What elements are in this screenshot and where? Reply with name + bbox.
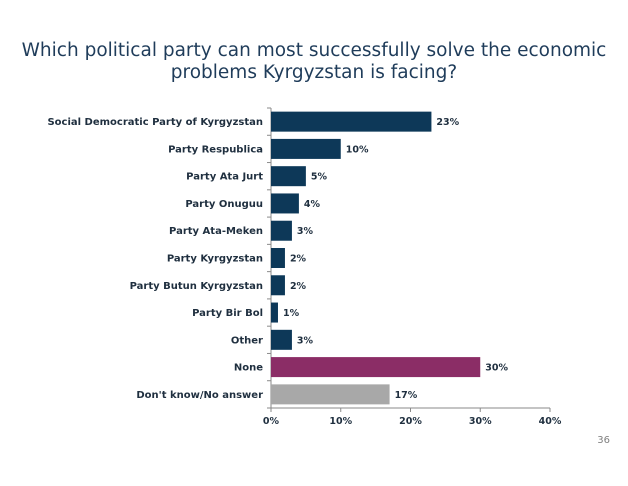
value-label: 3%	[297, 335, 314, 346]
value-label: 3%	[297, 226, 314, 237]
value-label: 23%	[436, 117, 459, 128]
x-tick-label: 40%	[539, 416, 562, 427]
value-label: 30%	[485, 363, 508, 374]
bar	[271, 329, 292, 350]
category-label: Party Onuguu	[185, 199, 263, 210]
bar	[271, 220, 292, 241]
x-tick-label: 20%	[399, 416, 422, 427]
chart-title-line-1: Which political party can most successfu…	[21, 40, 607, 61]
bar	[271, 384, 390, 405]
category-label: None	[234, 363, 263, 374]
bar	[271, 248, 285, 268]
bar	[271, 302, 278, 323]
category-label: Party Bir Bol	[192, 308, 263, 319]
x-tick-label: 0%	[263, 416, 280, 427]
bar	[271, 138, 341, 159]
value-label: 4%	[304, 199, 321, 210]
page-number: 36	[597, 435, 610, 446]
x-tick-label: 30%	[469, 416, 492, 427]
category-label: Party Ata Jurt	[186, 172, 263, 183]
bar	[271, 166, 306, 187]
category-label: Don't know/No answer	[136, 390, 263, 401]
category-label: Party Kyrgyzstan	[167, 254, 263, 265]
value-label: 2%	[290, 254, 307, 265]
category-label: Party Butun Kyrgyzstan	[130, 281, 263, 292]
value-label: 10%	[346, 144, 369, 155]
value-label: 2%	[290, 281, 307, 292]
value-label: 1%	[283, 308, 300, 319]
chart-title: Which political party can most successfu…	[0, 40, 628, 84]
category-label: Party Ata-Meken	[169, 226, 263, 237]
category-label: Party Respublica	[168, 144, 263, 155]
bar	[271, 275, 285, 296]
bar	[271, 193, 299, 214]
category-label: Other	[231, 335, 263, 346]
x-tick-label: 10%	[329, 416, 352, 427]
bar	[271, 111, 432, 132]
value-label: 17%	[395, 390, 418, 401]
category-label: Social Democratic Party of Kyrgyzstan	[47, 117, 263, 128]
value-label: 5%	[311, 172, 328, 183]
chart-title-line-2: problems Kyrgyzstan is facing?	[170, 62, 458, 83]
bar	[271, 357, 481, 378]
